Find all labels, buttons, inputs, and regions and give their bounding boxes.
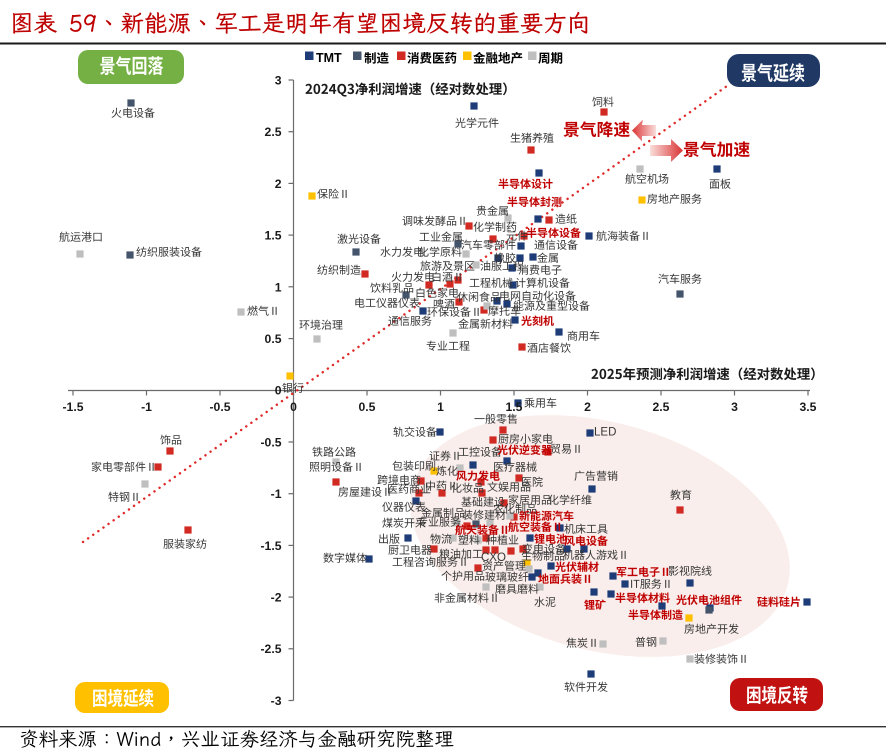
svg-text:1.5: 1.5 [265,229,282,243]
svg-text:0.5: 0.5 [359,400,376,414]
svg-text:2: 2 [275,177,282,191]
svg-text:1: 1 [275,280,282,294]
svg-text:LED: LED [594,427,616,439]
svg-text:3.5: 3.5 [800,400,817,414]
svg-text:-2.5: -2.5 [260,642,281,656]
svg-text:-1: -1 [271,487,282,501]
svg-text:3: 3 [731,400,738,414]
svg-text:-1.5: -1.5 [62,400,83,414]
svg-text:0: 0 [275,384,282,398]
svg-text:-0.5: -0.5 [209,400,230,414]
svg-text:-0.5: -0.5 [260,435,281,449]
svg-text:CXO: CXO [481,552,506,564]
svg-text:2: 2 [584,400,591,414]
svg-text:1: 1 [437,400,444,414]
svg-text:-1: -1 [141,400,152,414]
svg-text:-3: -3 [271,694,282,708]
svg-text:2.5: 2.5 [653,400,670,414]
svg-text:1.5: 1.5 [506,400,523,414]
svg-text:0.5: 0.5 [265,332,282,346]
svg-text:2.5: 2.5 [265,125,282,139]
svg-text:0: 0 [290,400,297,414]
svg-text:3: 3 [275,73,282,87]
svg-text:-2: -2 [271,591,282,605]
svg-text:-1.5: -1.5 [260,539,281,553]
svg-text:TMT: TMT [316,51,342,65]
